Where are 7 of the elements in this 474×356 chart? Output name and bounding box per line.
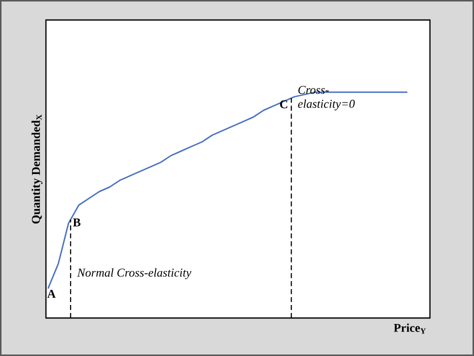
annotation: Cross-elasticity=0 (298, 86, 355, 110)
annotation: B (73, 218, 80, 226)
annotation: A (47, 290, 56, 298)
annotation: C (280, 100, 288, 108)
x-axis-title: Price$_{Y}$ (394, 324, 426, 334)
annotation: Normal Cross-elasticity (77, 268, 192, 280)
y-axis-title: Quantity Demanded$_{X}$ (32, 114, 42, 224)
